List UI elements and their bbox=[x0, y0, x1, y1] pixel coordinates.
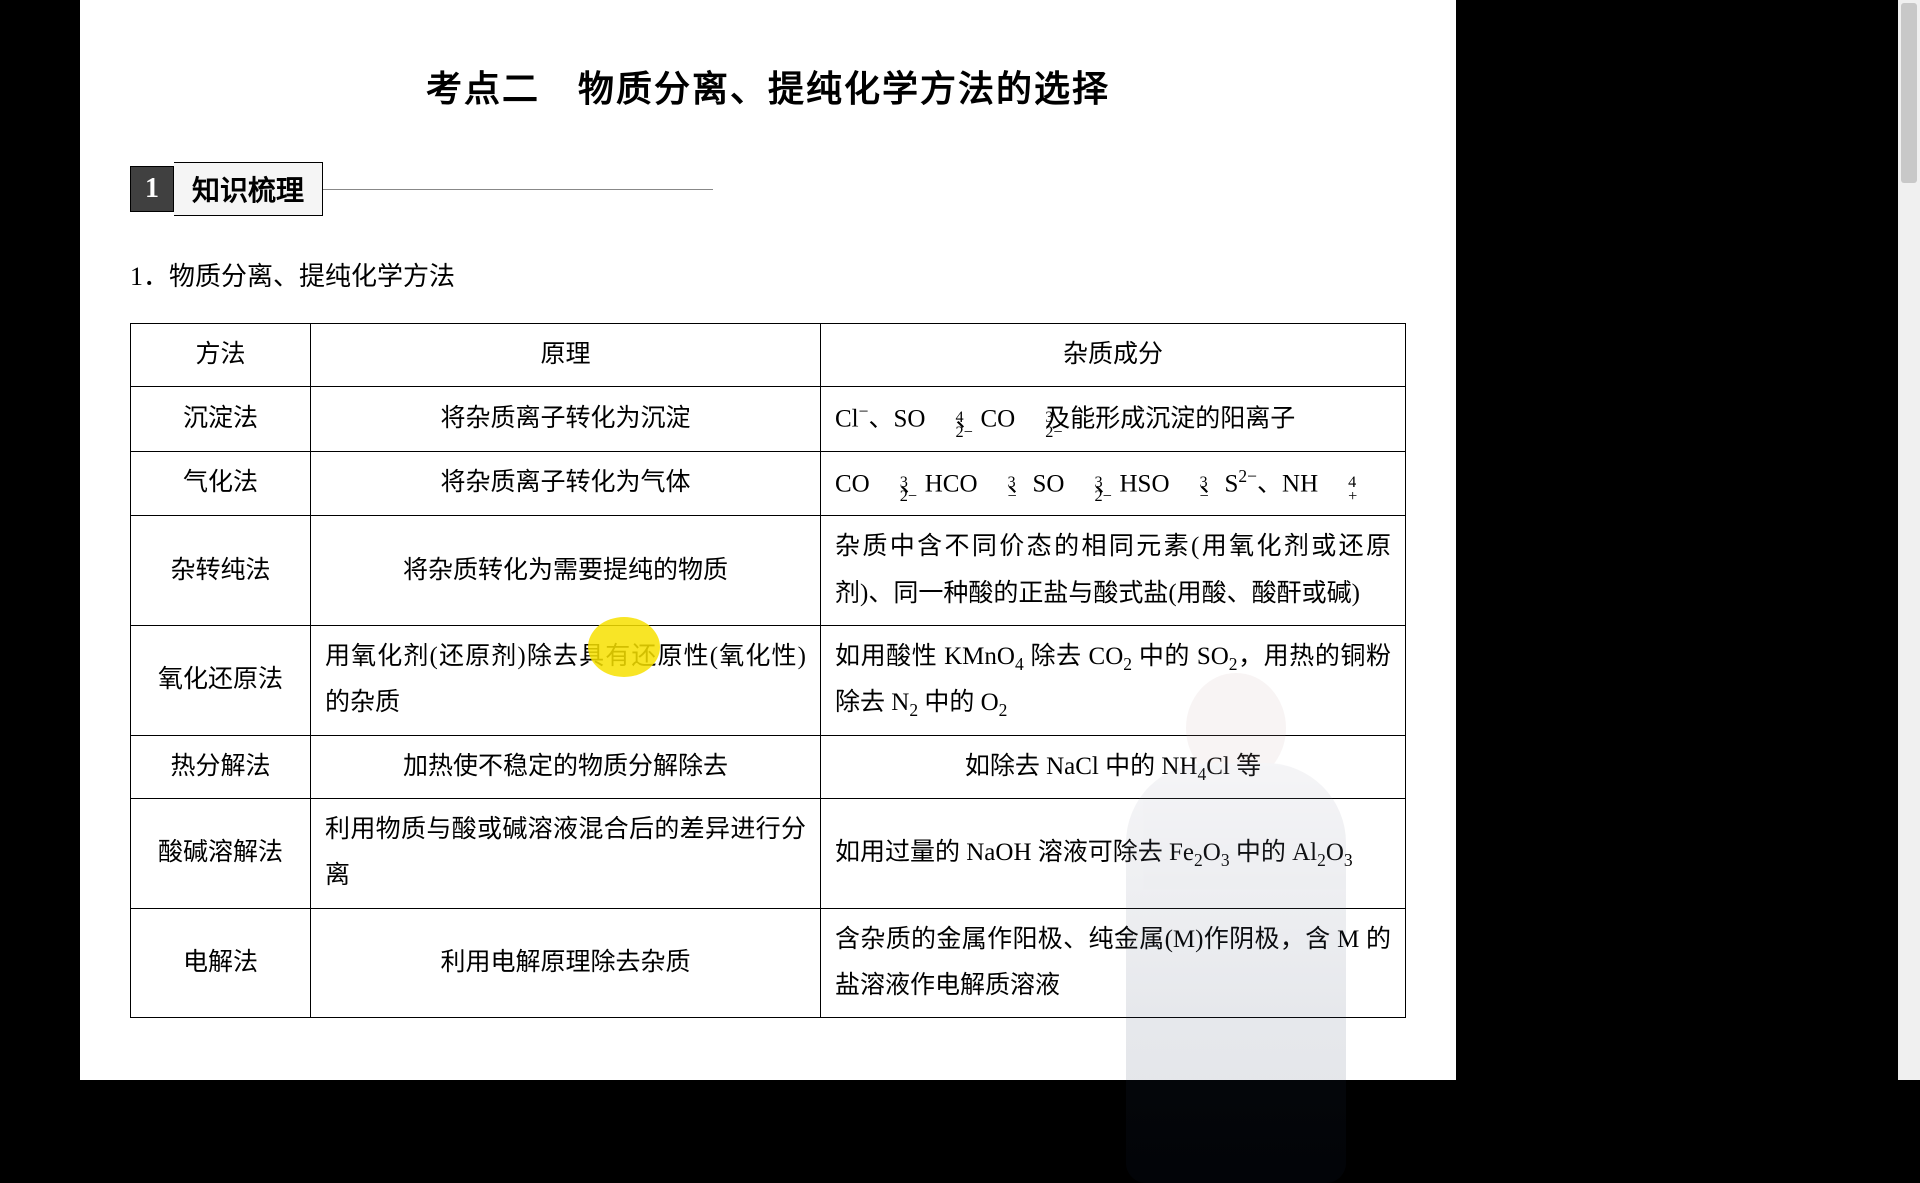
table-row: 杂转纯法将杂质转化为需要提纯的物质杂质中含不同价态的相同元素(用氧化剂或还原剂)… bbox=[131, 516, 1406, 626]
vertical-scrollbar[interactable] bbox=[1898, 0, 1920, 1080]
cell-principle: 利用电解原理除去杂质 bbox=[311, 908, 821, 1018]
sub-heading: 1．物质分离、提纯化学方法 bbox=[130, 256, 1406, 293]
cell-principle: 将杂质离子转化为气体 bbox=[311, 451, 821, 516]
cell-impurity: CO2−3、HCO−3、SO2−3、HSO−3、S2−、NH+4 bbox=[821, 451, 1406, 516]
cell-principle: 用氧化剂(还原剂)除去具有还原性(氧化性)的杂质 bbox=[311, 625, 821, 735]
cell-impurity: 如除去 NaCl 中的 NH4Cl 等 bbox=[821, 735, 1406, 798]
cell-principle: 将杂质转化为需要提纯的物质 bbox=[311, 516, 821, 626]
table-body: 沉淀法将杂质离子转化为沉淀Cl−、SO2−4、CO2−3及能形成沉淀的阳离子气化… bbox=[131, 387, 1406, 1018]
cell-method: 氧化还原法 bbox=[131, 625, 311, 735]
header-principle: 原理 bbox=[311, 324, 821, 387]
table-row: 气化法将杂质离子转化为气体CO2−3、HCO−3、SO2−3、HSO−3、S2−… bbox=[131, 451, 1406, 516]
cell-impurity: 含杂质的金属作阳极、纯金属(M)作阴极，含 M 的盐溶液作电解质溶液 bbox=[821, 908, 1406, 1018]
cell-method: 热分解法 bbox=[131, 735, 311, 798]
table-row: 酸碱溶解法利用物质与酸或碱溶液混合后的差异进行分离如用过量的 NaOH 溶液可除… bbox=[131, 799, 1406, 909]
scrollbar-thumb[interactable] bbox=[1901, 3, 1917, 183]
cell-method: 杂转纯法 bbox=[131, 516, 311, 626]
cell-method: 气化法 bbox=[131, 451, 311, 516]
methods-table: 方法 原理 杂质成分 沉淀法将杂质离子转化为沉淀Cl−、SO2−4、CO2−3及… bbox=[130, 323, 1406, 1018]
cell-impurity: 如用酸性 KMnO4 除去 CO2 中的 SO2，用热的铜粉除去 N2 中的 O… bbox=[821, 625, 1406, 735]
table-row: 沉淀法将杂质离子转化为沉淀Cl−、SO2−4、CO2−3及能形成沉淀的阳离子 bbox=[131, 387, 1406, 452]
cell-principle: 将杂质离子转化为沉淀 bbox=[311, 387, 821, 452]
table-header-row: 方法 原理 杂质成分 bbox=[131, 324, 1406, 387]
cell-principle: 利用物质与酸或碱溶液混合后的差异进行分离 bbox=[311, 799, 821, 909]
cell-impurity: 杂质中含不同价态的相同元素(用氧化剂或还原剂)、同一种酸的正盐与酸式盐(用酸、酸… bbox=[821, 516, 1406, 626]
section-divider-line bbox=[323, 189, 713, 190]
table-row: 热分解法加热使不稳定的物质分解除去如除去 NaCl 中的 NH4Cl 等 bbox=[131, 735, 1406, 798]
section-header: 1 知识梳理 bbox=[130, 162, 1406, 216]
cell-impurity: 如用过量的 NaOH 溶液可除去 Fe2O3 中的 Al2O3 bbox=[821, 799, 1406, 909]
header-method: 方法 bbox=[131, 324, 311, 387]
section-label-box: 知识梳理 bbox=[174, 162, 323, 216]
cell-impurity: Cl−、SO2−4、CO2−3及能形成沉淀的阳离子 bbox=[821, 387, 1406, 452]
cell-method: 酸碱溶解法 bbox=[131, 799, 311, 909]
document-page: 考点二 物质分离、提纯化学方法的选择 1 知识梳理 1．物质分离、提纯化学方法 … bbox=[80, 0, 1456, 1080]
table-row: 电解法利用电解原理除去杂质含杂质的金属作阳极、纯金属(M)作阴极，含 M 的盐溶… bbox=[131, 908, 1406, 1018]
cell-principle: 加热使不稳定的物质分解除去 bbox=[311, 735, 821, 798]
main-title: 考点二 物质分离、提纯化学方法的选择 bbox=[130, 60, 1406, 112]
cell-method: 电解法 bbox=[131, 908, 311, 1018]
cell-method: 沉淀法 bbox=[131, 387, 311, 452]
table-row: 氧化还原法用氧化剂(还原剂)除去具有还原性(氧化性)的杂质如用酸性 KMnO4 … bbox=[131, 625, 1406, 735]
section-number-box: 1 bbox=[130, 166, 174, 212]
header-impurity: 杂质成分 bbox=[821, 324, 1406, 387]
